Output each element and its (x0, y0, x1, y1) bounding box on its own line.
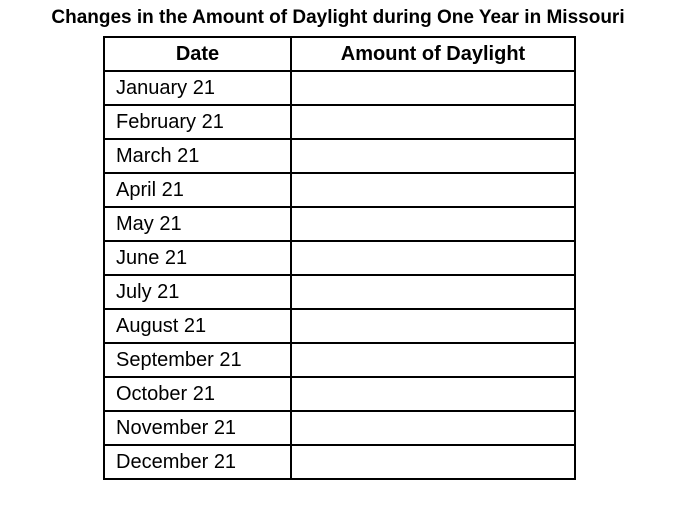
date-cell: February 21 (103, 104, 292, 140)
table-header-row: Date Amount of Daylight (103, 36, 576, 72)
date-cell: March 21 (103, 138, 292, 174)
table-row: March 21 (103, 138, 576, 174)
date-cell: August 21 (103, 308, 292, 344)
amount-cell[interactable] (290, 410, 576, 446)
header-amount-of-daylight: Amount of Daylight (290, 36, 576, 72)
date-cell: January 21 (103, 70, 292, 106)
table-row: October 21 (103, 376, 576, 412)
amount-cell[interactable] (290, 274, 576, 310)
amount-cell[interactable] (290, 70, 576, 106)
date-cell: October 21 (103, 376, 292, 412)
amount-cell[interactable] (290, 104, 576, 140)
amount-cell[interactable] (290, 240, 576, 276)
amount-cell[interactable] (290, 376, 576, 412)
date-cell: June 21 (103, 240, 292, 276)
amount-cell[interactable] (290, 206, 576, 242)
table-row: December 21 (103, 444, 576, 480)
amount-cell[interactable] (290, 138, 576, 174)
amount-cell[interactable] (290, 444, 576, 480)
table-row: May 21 (103, 206, 576, 242)
table-row: February 21 (103, 104, 576, 140)
date-cell: May 21 (103, 206, 292, 242)
amount-cell[interactable] (290, 308, 576, 344)
amount-cell[interactable] (290, 172, 576, 208)
table-row: April 21 (103, 172, 576, 208)
amount-cell[interactable] (290, 342, 576, 378)
date-cell: July 21 (103, 274, 292, 310)
table-row: July 21 (103, 274, 576, 310)
table-row: January 21 (103, 70, 576, 106)
header-date: Date (103, 36, 292, 72)
table-row: August 21 (103, 308, 576, 344)
table-row: June 21 (103, 240, 576, 276)
date-cell: September 21 (103, 342, 292, 378)
date-cell: December 21 (103, 444, 292, 480)
daylight-table: Date Amount of Daylight January 21 Febru… (103, 36, 576, 480)
date-cell: November 21 (103, 410, 292, 446)
date-cell: April 21 (103, 172, 292, 208)
table-row: September 21 (103, 342, 576, 378)
table-title: Changes in the Amount of Daylight during… (51, 7, 625, 28)
table-row: November 21 (103, 410, 576, 446)
